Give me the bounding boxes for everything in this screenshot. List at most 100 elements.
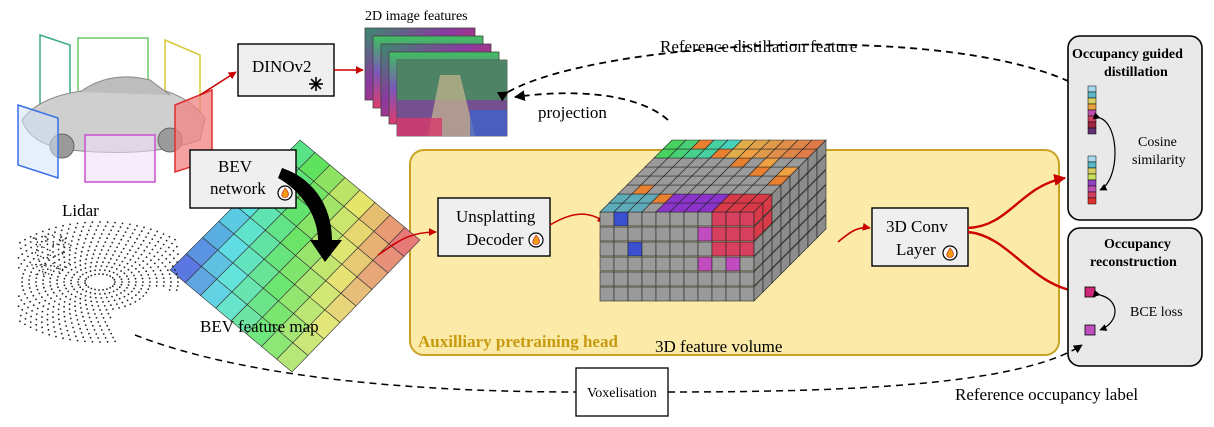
lidar-point [86,308,88,310]
lidar-point [46,240,48,242]
lidar-point [86,329,88,331]
voxel [712,242,726,256]
lidar-point [120,292,122,294]
lidar-point [135,284,137,286]
lidar-point [77,223,79,225]
lidar-point [57,266,59,268]
lidar-point [48,259,50,261]
vector-cell [1088,86,1096,92]
lidar-point [57,276,59,278]
voxel [628,212,642,226]
lidar-point [52,241,54,243]
lidar-point [73,274,75,276]
lidar-point [154,235,156,237]
lidar-point [94,269,96,271]
lidar-point [90,262,92,264]
lidar-point [158,259,160,261]
lidar-point [63,244,65,246]
lidar-point [157,241,159,243]
lidar-point [133,275,135,277]
lidar-point [98,257,100,259]
lidar-point [121,284,123,286]
image-features-label: 2D image features [365,9,468,24]
voxel [656,257,670,271]
voxel [670,227,684,241]
lidar-point [94,274,96,276]
lidar-point [114,341,116,343]
lidar-point [95,333,97,335]
lidar-point [73,288,75,290]
lidar-point [54,301,56,303]
lidar-point [163,277,165,279]
vector-cell [1088,128,1096,134]
lidar-point [58,254,60,256]
voxel [726,287,740,301]
lidar-point [79,264,81,266]
lidar-point [169,236,171,238]
lidar-point [26,265,28,267]
lidar-point [132,246,134,248]
lidar-point [47,324,49,326]
vector-cell [1088,116,1096,122]
feature-vector-reference [1088,86,1096,134]
lidar-point [85,299,87,301]
lidar-point [112,254,114,256]
lidar-point [39,302,41,304]
reference-occupancy-label: Reference occupancy label [955,385,1138,404]
lidar-point [64,321,66,323]
lidar-point [48,273,50,275]
lidar-point [149,253,151,255]
lidar-point [46,257,48,259]
lidar-point [118,230,120,232]
lidar-point [34,237,36,239]
lidar-point [85,324,87,326]
lidar-point [75,315,77,317]
lidar-point [135,278,137,280]
lidar-point [123,235,125,237]
lidar-point [25,318,27,320]
lidar-point [56,243,58,245]
lidar-point [28,283,30,285]
voxel [642,242,656,256]
lidar-point [59,264,61,266]
lidar-point [60,240,62,242]
lidar-point [138,248,140,250]
voxelisation-box: Voxelisation [576,368,668,416]
voxel [726,272,740,286]
lidar-point [52,316,54,318]
lidar-point [53,236,55,238]
lidar-point [135,268,137,270]
lidar-point [90,296,92,298]
lidar-point [58,249,60,251]
lidar-point [59,273,61,275]
lidar-point [106,288,108,290]
lidar-point [86,254,88,256]
lidar-point [99,237,101,239]
lidar-point [41,321,43,323]
lidar-point [48,233,50,235]
lidar-point [78,323,80,325]
lidar-point [110,304,112,306]
voxel [740,212,754,226]
lidar-point [107,221,109,223]
lidar-point [93,253,95,255]
lidar-point [111,267,113,269]
lidar-point [85,304,87,306]
lidar-point [35,264,37,266]
lidar-point [113,238,115,240]
lidar-point [140,288,142,290]
lidar-point [53,256,55,258]
lidar-point [124,296,126,298]
voxel [628,287,642,301]
lidar-point [92,341,94,343]
lidar-point [47,308,49,310]
vector-cell [1088,110,1096,116]
lidar-point [50,269,52,271]
lidar-point [135,251,137,253]
lidar-point [104,257,106,259]
vector-cell [1088,162,1096,168]
bev-network-label-line2: network [210,179,266,198]
lidar-point [94,293,96,295]
lidar-point [90,275,92,277]
lidar-point [119,298,121,300]
